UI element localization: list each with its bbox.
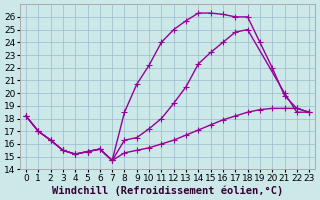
X-axis label: Windchill (Refroidissement éolien,°C): Windchill (Refroidissement éolien,°C): [52, 185, 283, 196]
